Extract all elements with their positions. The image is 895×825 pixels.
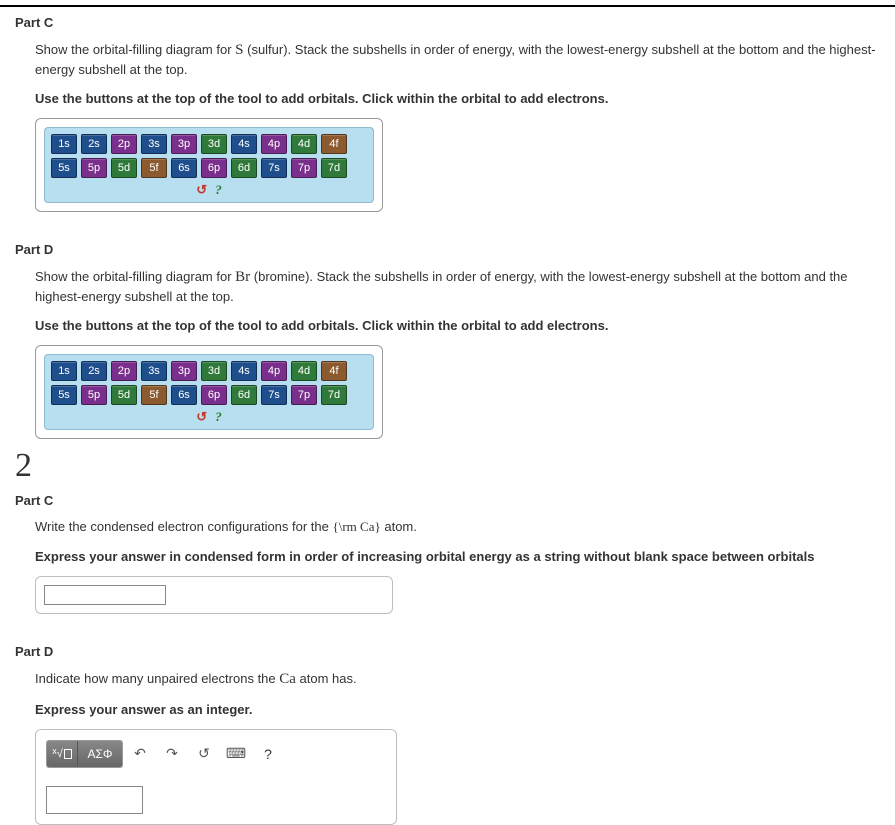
- element-symbol: Ca: [279, 671, 296, 687]
- prompt-text: Write the condensed electron configurati…: [35, 518, 880, 536]
- orbital-6d[interactable]: 6d: [231, 385, 257, 405]
- instruction-text: Express your answer as an integer.: [35, 702, 880, 717]
- part-title: Part C: [15, 15, 880, 30]
- reset-icon[interactable]: ↺: [196, 409, 207, 425]
- orbital-7p[interactable]: 7p: [291, 158, 317, 178]
- instruction-text: Use the buttons at the top of the tool t…: [35, 91, 880, 106]
- greek-button[interactable]: ΑΣΦ: [78, 741, 122, 767]
- part-c-ca: Part C Write the condensed electron conf…: [0, 493, 895, 613]
- template-button[interactable]: x√: [47, 741, 78, 767]
- reset-icon[interactable]: ↺: [196, 182, 207, 198]
- orbital-1s[interactable]: 1s: [51, 361, 77, 381]
- orbital-7s[interactable]: 7s: [261, 158, 287, 178]
- equation-toolbar: x√ ΑΣΦ ↶ ↷ ↺ ⌨ ?: [46, 740, 386, 768]
- orbital-tool-panel: 1s2s2p3s3p3d4s4p4d4f 5s5p5d5f6s6p6d7s7p7…: [44, 354, 374, 430]
- undo-button[interactable]: ↶: [125, 741, 155, 767]
- orbital-2p[interactable]: 2p: [111, 134, 137, 154]
- orbital-5f[interactable]: 5f: [141, 158, 167, 178]
- help-icon[interactable]: ?: [215, 182, 222, 198]
- orbital-row-1: 1s2s2p3s3p3d4s4p4d4f: [51, 361, 367, 381]
- orbital-tool-container: 1s2s2p3s3p3d4s4p4d4f 5s5p5d5f6s6p6d7s7p7…: [35, 118, 383, 212]
- prompt-text: Show the orbital-filling diagram for S (…: [35, 40, 880, 79]
- orbital-7d[interactable]: 7d: [321, 158, 347, 178]
- equation-editor: x√ ΑΣΦ ↶ ↷ ↺ ⌨ ?: [35, 729, 397, 825]
- orbital-4f[interactable]: 4f: [321, 361, 347, 381]
- orbital-tool-panel: 1s2s2p3s3p3d4s4p4d4f 5s5p5d5f6s6p6d7s7p7…: [44, 127, 374, 203]
- orbital-4d[interactable]: 4d: [291, 134, 317, 154]
- reset-button[interactable]: ↺: [189, 741, 219, 767]
- instruction-text: Express your answer in condensed form in…: [35, 549, 880, 564]
- orbital-4p[interactable]: 4p: [261, 361, 287, 381]
- keyboard-button[interactable]: ⌨: [221, 741, 251, 767]
- equation-input[interactable]: [46, 786, 143, 814]
- orbital-6p[interactable]: 6p: [201, 385, 227, 405]
- orbital-1s[interactable]: 1s: [51, 134, 77, 154]
- orbital-5d[interactable]: 5d: [111, 385, 137, 405]
- element-symbol: S: [235, 42, 243, 58]
- orbital-row-1: 1s2s2p3s3p3d4s4p4d4f: [51, 134, 367, 154]
- orbital-6s[interactable]: 6s: [171, 385, 197, 405]
- orbital-5f[interactable]: 5f: [141, 385, 167, 405]
- part-d-ca: Part D Indicate how many unpaired electr…: [0, 644, 895, 825]
- orbital-row-2: 5s5p5d5f6s6p6d7s7p7d: [51, 158, 367, 178]
- orbital-3s[interactable]: 3s: [141, 134, 167, 154]
- orbital-7s[interactable]: 7s: [261, 385, 287, 405]
- part-c-sulfur: Part C Show the orbital-filling diagram …: [0, 15, 895, 212]
- orbital-4s[interactable]: 4s: [231, 361, 257, 381]
- part-d-bromine: Part D Show the orbital-filling diagram …: [0, 242, 895, 439]
- orbital-3s[interactable]: 3s: [141, 361, 167, 381]
- element-symbol: Br: [235, 269, 250, 285]
- orbital-5d[interactable]: 5d: [111, 158, 137, 178]
- orbital-5p[interactable]: 5p: [81, 158, 107, 178]
- orbital-3d[interactable]: 3d: [201, 134, 227, 154]
- part-title: Part D: [15, 644, 880, 659]
- orbital-6s[interactable]: 6s: [171, 158, 197, 178]
- element-tex: {\rm Ca}: [333, 519, 381, 534]
- orbital-3p[interactable]: 3p: [171, 134, 197, 154]
- orbital-2s[interactable]: 2s: [81, 134, 107, 154]
- help-icon[interactable]: ?: [215, 409, 222, 425]
- section-number: 2: [15, 447, 895, 485]
- orbital-3d[interactable]: 3d: [201, 361, 227, 381]
- orbital-4f[interactable]: 4f: [321, 134, 347, 154]
- orbital-4s[interactable]: 4s: [231, 134, 257, 154]
- help-button[interactable]: ?: [253, 741, 283, 767]
- redo-button[interactable]: ↷: [157, 741, 187, 767]
- orbital-6d[interactable]: 6d: [231, 158, 257, 178]
- orbital-3p[interactable]: 3p: [171, 361, 197, 381]
- orbital-5s[interactable]: 5s: [51, 158, 77, 178]
- orbital-7p[interactable]: 7p: [291, 385, 317, 405]
- orbital-4d[interactable]: 4d: [291, 361, 317, 381]
- orbital-4p[interactable]: 4p: [261, 134, 287, 154]
- orbital-2p[interactable]: 2p: [111, 361, 137, 381]
- orbital-row-2: 5s5p5d5f6s6p6d7s7p7d: [51, 385, 367, 405]
- prompt-text: Show the orbital-filling diagram for Br …: [35, 267, 880, 306]
- part-title: Part D: [15, 242, 880, 257]
- orbital-2s[interactable]: 2s: [81, 361, 107, 381]
- orbital-6p[interactable]: 6p: [201, 158, 227, 178]
- orbital-tool-container: 1s2s2p3s3p3d4s4p4d4f 5s5p5d5f6s6p6d7s7p7…: [35, 345, 383, 439]
- orbital-7d[interactable]: 7d: [321, 385, 347, 405]
- prompt-text: Indicate how many unpaired electrons the…: [35, 669, 880, 690]
- orbital-5p[interactable]: 5p: [81, 385, 107, 405]
- orbital-5s[interactable]: 5s: [51, 385, 77, 405]
- part-title: Part C: [15, 493, 880, 508]
- instruction-text: Use the buttons at the top of the tool t…: [35, 318, 880, 333]
- answer-input[interactable]: [44, 585, 166, 605]
- answer-input-container: [35, 576, 393, 614]
